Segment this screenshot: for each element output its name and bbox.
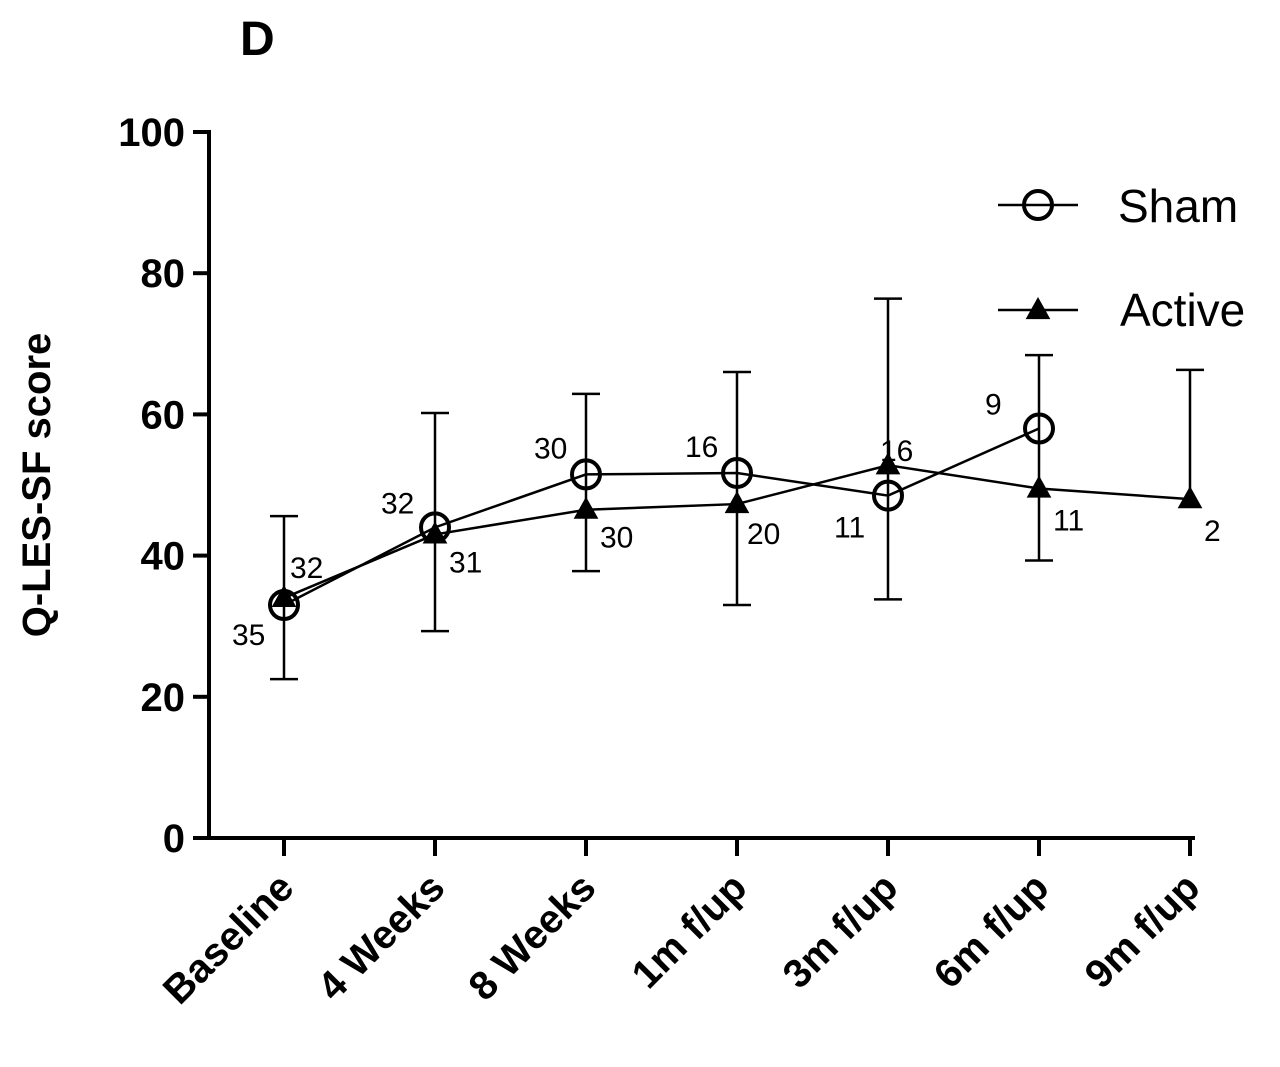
x-tick-label: 3m f/up <box>775 865 907 997</box>
y-axis-title: Q-LES-SF score <box>15 333 59 638</box>
sham-n-label: 11 <box>834 512 865 545</box>
active-point <box>724 491 750 514</box>
legend-sham-label: Sham <box>1118 180 1238 232</box>
x-tick-label: Baseline <box>155 865 302 1012</box>
sham-n-label: 35 <box>232 619 265 652</box>
y-tick-label: 20 <box>141 676 186 720</box>
sham-series-line <box>283 427 1040 607</box>
active-n-label: 20 <box>747 518 780 551</box>
active-point <box>1026 475 1052 498</box>
sham-point <box>419 511 451 544</box>
active-point <box>271 584 297 608</box>
y-tick-label: 60 <box>141 393 186 437</box>
legend-active-label: Active <box>1120 284 1245 336</box>
sham-n-label: 9 <box>985 389 1002 422</box>
legend: Sham Active <box>998 180 1245 336</box>
y-tick-label: 0 <box>163 817 185 861</box>
sham-point <box>721 456 753 489</box>
y-tick-label: 80 <box>141 252 186 296</box>
sham-n-label: 16 <box>685 431 718 464</box>
sham-point <box>1023 412 1055 445</box>
active-n-label: 11 <box>1053 505 1084 538</box>
active-n-label: 31 <box>449 546 482 579</box>
active-n-label: 16 <box>880 435 913 468</box>
sham-point <box>872 479 904 512</box>
y-tick-label: 100 <box>118 111 185 155</box>
active-n-label: 32 <box>290 552 323 585</box>
legend-sham-marker <box>1022 189 1054 221</box>
x-tick-label: 9m f/up <box>1077 865 1209 997</box>
y-tick-label: 40 <box>141 535 186 579</box>
active-point <box>1177 486 1203 509</box>
active-point <box>573 496 599 519</box>
sham-point <box>570 458 602 491</box>
sham-n-label: 30 <box>534 432 567 465</box>
active-n-label: 2 <box>1204 515 1221 548</box>
active-n-label: 30 <box>600 522 633 555</box>
x-tick-label: 1m f/up <box>624 865 756 997</box>
legend-active-marker <box>1025 297 1051 320</box>
x-tick-label: 4 Weeks <box>310 865 454 1009</box>
x-tick-label: 8 Weeks <box>461 865 605 1009</box>
sham-n-label: 32 <box>381 487 414 520</box>
x-tick-label: 6m f/up <box>926 865 1058 997</box>
sham-point <box>268 589 300 622</box>
active-point <box>875 452 901 475</box>
panel-label: D <box>240 13 275 66</box>
